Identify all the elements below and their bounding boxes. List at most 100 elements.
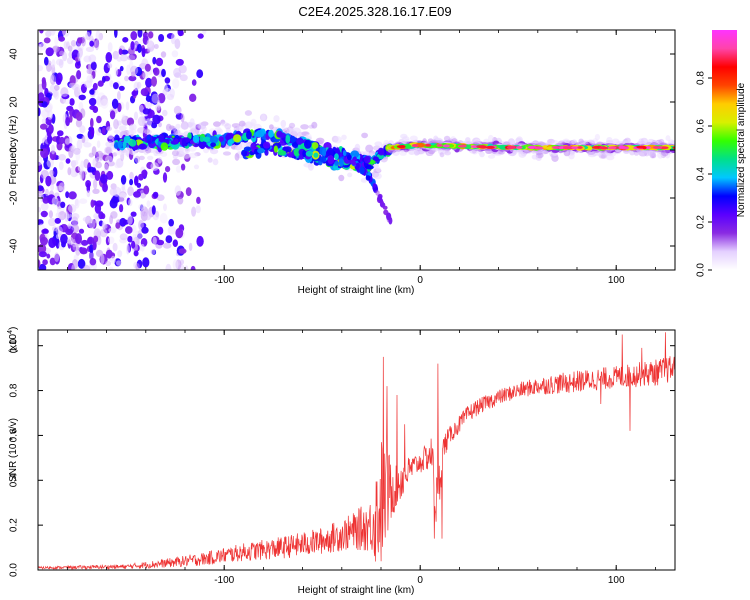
spectrogram-cell (144, 63, 151, 72)
snr-y-tick-label: 0.2 (9, 518, 20, 532)
spectrogram-cell (558, 146, 564, 150)
spectrogram-cell (113, 129, 121, 134)
spectrogram-cell (130, 211, 137, 217)
spectrogram-cell (195, 205, 201, 214)
spectrogram-cell (120, 49, 129, 55)
spectrogram-cell (161, 68, 166, 78)
spectrogram-cell (76, 139, 83, 151)
spectrogram-cell (90, 127, 95, 137)
spectrogram-cell (86, 190, 91, 198)
spectrogram-cell (89, 74, 94, 83)
spectrogram-cell (58, 161, 64, 171)
colorbar-label: Normalized spectral amplitude (736, 82, 747, 217)
spectrogram-cell (156, 239, 165, 246)
spectrogram-cell (63, 97, 70, 105)
spectrogram-cell (60, 201, 66, 208)
snr-axes: -100 0 100 0.0 0.2 0.4 0.6 0.8 1.0 (9, 330, 675, 586)
spectrogram-cell (172, 158, 181, 166)
spectrogram-cell (38, 185, 44, 192)
spectrogram-cell (172, 259, 179, 270)
spectrogram-cell (49, 169, 55, 176)
spectrogram-cell (202, 136, 211, 143)
spectrogram-cell (66, 57, 74, 65)
spectrogram-cell (48, 125, 53, 133)
spectrogram-cell (54, 252, 60, 262)
spectrogram-cell (54, 84, 60, 91)
spectrogram-cell (106, 126, 112, 132)
spectrogram-cell (154, 44, 159, 49)
spectrogram-cell (173, 129, 181, 134)
spectrogram-cell (41, 79, 47, 90)
spectrogram-cell (144, 211, 152, 221)
spectrogram-cell (196, 69, 204, 79)
spectrogram-cell (516, 146, 523, 149)
spectrogram-cell (108, 236, 115, 244)
spectrogram-x-tick-label: 0 (417, 275, 423, 286)
spectrogram-cell (130, 128, 137, 135)
spectrogram-cell (470, 145, 479, 149)
spectrogram-cell (224, 123, 232, 130)
spectrogram-cell (40, 236, 48, 246)
spectrogram-cell (138, 104, 145, 116)
spectrogram-cell (81, 36, 86, 47)
spectrogram-cell (94, 170, 101, 181)
spectrogram-cell (136, 39, 144, 45)
spectrogram-cell (45, 188, 49, 197)
spectrogram-cell (39, 30, 44, 34)
spectrogram-cell (263, 141, 271, 149)
spectrogram-cell (414, 150, 419, 156)
spectrogram-cell (55, 233, 62, 240)
spectrogram-cell (144, 146, 152, 154)
spectrogram-cell (92, 82, 98, 91)
spectrogram-cell (280, 119, 287, 128)
spectrogram-cell (133, 111, 139, 121)
snr-y-label: SNR (10 * v/v) (8, 418, 19, 482)
spectrogram-cell (409, 135, 418, 141)
spectrogram-cell (119, 233, 128, 241)
spectrogram-cell (657, 146, 662, 149)
spectrogram-cell (48, 237, 57, 249)
spectrogram-cell (141, 169, 148, 177)
snr-y-multiplier: (x104) (7, 327, 19, 354)
spectrogram-cell (167, 226, 176, 235)
spectrogram-cell (136, 182, 142, 188)
spectrogram-cell (342, 150, 347, 157)
spectrogram-cell (71, 216, 79, 227)
spectrogram-cell (130, 41, 135, 51)
spectrogram-cell (640, 137, 648, 144)
spectrogram-cell (128, 75, 137, 82)
spectrogram-cell (116, 56, 123, 62)
spectrogram-cell (84, 80, 93, 88)
spectrogram-y-label: Frequency (Hz) (8, 116, 19, 185)
spectrogram-cell (180, 113, 185, 123)
spectrogram-cell (193, 164, 200, 170)
spectrogram-cell (341, 134, 347, 140)
spectrogram-cell (94, 203, 102, 214)
spectrogram-cell (140, 208, 145, 217)
spectrogram-cell (65, 228, 73, 236)
spectrogram-cell (127, 186, 134, 197)
spectrogram-cell (213, 121, 221, 127)
spectrogram-cell (562, 146, 573, 150)
spectrogram-cell (304, 139, 312, 149)
spectrogram-cell (577, 146, 583, 149)
spectrogram-cell (268, 129, 274, 138)
spectrogram-cell (123, 135, 131, 144)
spectrogram-cell (49, 257, 56, 266)
spectrogram-cell (273, 145, 278, 153)
spectrogram-cell (177, 30, 184, 37)
spectrogram-cell (222, 151, 232, 156)
spectrogram-cell (606, 154, 615, 161)
spectrogram-cell (115, 222, 121, 229)
spectrogram-cell (58, 182, 66, 193)
spectrogram-cell (137, 30, 143, 38)
spectrogram-cell (138, 203, 146, 210)
spectrogram-cell (487, 134, 494, 143)
spectrogram-cell (175, 165, 182, 173)
spectrogram-cell (159, 212, 168, 224)
spectrogram-cell (86, 182, 91, 193)
spectrogram-cell (117, 140, 123, 149)
spectrogram-cell (399, 151, 407, 156)
spectrogram-cell (350, 159, 356, 164)
spectrogram-cell (442, 144, 450, 148)
